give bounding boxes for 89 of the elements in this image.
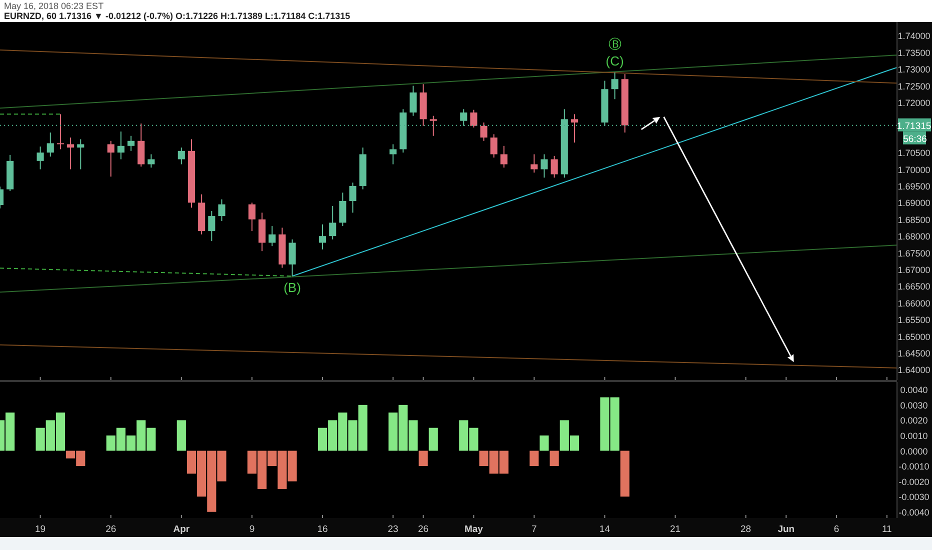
bar <box>418 450 428 466</box>
y-tick-label: -0.0020 <box>898 476 930 487</box>
bar <box>530 450 539 466</box>
x-tick-label: 28 <box>740 524 752 535</box>
x-tick-label: 11 <box>882 524 892 535</box>
candlestick <box>540 154 548 178</box>
bar <box>550 450 559 466</box>
y-tick-label: 1.70500 <box>898 148 930 158</box>
y-tick-label: 1.68000 <box>898 232 930 242</box>
candlestick <box>218 198 226 222</box>
x-tick-label: 7 <box>532 524 537 535</box>
x-tick-label: 16 <box>317 524 328 535</box>
candlestick <box>480 122 488 142</box>
y-tick-label: 1.70000 <box>898 164 930 175</box>
candlestick <box>107 140 114 178</box>
y-tick-label: -0.0040 <box>898 507 930 518</box>
candlestick <box>127 135 135 152</box>
candlestick <box>77 138 84 170</box>
candlestick <box>339 192 346 227</box>
candlestick <box>410 85 417 116</box>
x-tick-label: Jun <box>778 524 795 535</box>
x-tick-label: 19 <box>35 524 46 535</box>
candlestick <box>349 182 356 214</box>
candlestick <box>178 147 185 165</box>
y-tick-label: 1.69500 <box>898 181 930 192</box>
y-tick-label: 1.72500 <box>898 81 930 92</box>
annotation: (C) <box>606 53 624 68</box>
chart-subtitle: May 16, 2018 06:23 EST <box>4 1 104 11</box>
y-tick-label: -0.0010 <box>898 462 930 472</box>
y-tick-label: -0.0030 <box>898 492 930 502</box>
candlestick <box>148 154 155 168</box>
chart-title: EURNZD, 60 1.71316 ▼ -0.01212 (-0.7%) O:1.71226 H:1.71389 L:1.71184 C:1.71315 <box>4 11 350 21</box>
y-tick-label: 1.65000 <box>898 332 930 342</box>
candlestick <box>248 202 256 232</box>
candlestick <box>530 154 538 174</box>
y-tick-label: 0.0020 <box>900 416 928 426</box>
y-tick-label: 1.64000 <box>898 365 930 376</box>
bar <box>540 435 549 451</box>
y-tick-label: 1.67500 <box>898 248 930 258</box>
candlestick <box>570 114 578 144</box>
x-tick-label: 23 <box>388 524 398 535</box>
candlestick <box>208 210 216 242</box>
candlestick <box>318 224 326 250</box>
candlestick <box>550 155 558 178</box>
candlestick <box>117 131 124 160</box>
candlestick <box>46 132 54 158</box>
annotation: Ⓑ <box>608 36 622 52</box>
y-tick-label: 1.65500 <box>898 315 930 326</box>
x-tick-label: 14 <box>599 524 610 535</box>
x-tick-label: 9 <box>249 524 255 535</box>
y-tick-label: 1.64500 <box>898 348 930 358</box>
y-tick-label: 1.67000 <box>898 264 930 275</box>
y-tick-label: 0.0000 <box>900 446 928 456</box>
candlestick <box>430 115 437 136</box>
candlestick <box>329 206 336 240</box>
y-tick-label: 1.66500 <box>898 282 930 292</box>
x-tick-label: 26 <box>106 524 116 535</box>
x-tick-label: Apr <box>173 524 190 535</box>
bar <box>428 428 438 451</box>
y-tick-label: 0.0010 <box>900 430 928 441</box>
bar <box>176 420 186 451</box>
candlestick <box>67 137 74 170</box>
y-tick-label: 1.73000 <box>898 64 930 75</box>
x-tick-label: 21 <box>670 524 681 535</box>
candlestick <box>268 226 276 247</box>
candlestick <box>36 146 44 170</box>
y-tick-label: 0.0030 <box>900 400 928 410</box>
y-tick-label: 0.0040 <box>900 385 928 396</box>
candlestick <box>500 145 508 168</box>
candlestick <box>490 134 498 158</box>
y-tick-label: 1.73500 <box>898 48 930 58</box>
y-tick-label: 1.74000 <box>898 31 930 42</box>
candlestick <box>258 212 266 252</box>
candlestick <box>288 238 296 277</box>
y-tick-label: 1.69000 <box>898 198 930 208</box>
candlestick <box>611 72 618 100</box>
x-tick-label: 6 <box>834 524 840 535</box>
candlestick <box>56 114 64 150</box>
candlestick <box>138 123 145 168</box>
x-tick-label: 26 <box>418 524 429 535</box>
bar <box>620 450 630 497</box>
candlestick <box>390 144 397 165</box>
candlestick <box>470 109 478 128</box>
y-tick-label: 1.68500 <box>898 214 930 225</box>
y-tick-label: 1.72000 <box>898 98 930 108</box>
candlestick <box>460 108 468 126</box>
annotation: (B) <box>284 280 301 296</box>
y-tick-label: 1.66000 <box>898 298 930 308</box>
x-tick-label: May <box>464 524 484 535</box>
